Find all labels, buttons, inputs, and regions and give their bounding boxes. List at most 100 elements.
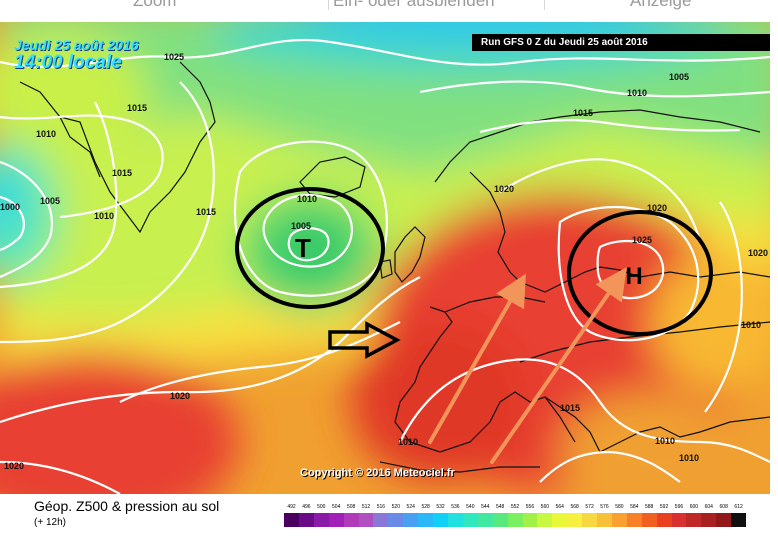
isobar-label: 1010 xyxy=(655,436,676,446)
flow-arrows xyxy=(428,267,627,464)
scale-label: 528 xyxy=(421,504,430,510)
color-swatch xyxy=(582,513,598,527)
color-swatch xyxy=(671,513,687,527)
isobar-label: 1020 xyxy=(4,461,25,471)
high-pressure-symbol: H xyxy=(625,263,642,290)
scale-label: 544 xyxy=(481,504,490,510)
color-swatch xyxy=(701,513,717,527)
scale-label: 516 xyxy=(376,504,386,510)
isobar-label: 1010 xyxy=(679,453,700,463)
legend-panel: Géop. Z500 & pression au sol (+ 12h) 492… xyxy=(0,494,778,539)
scale-label: 556 xyxy=(525,504,535,510)
color-swatch xyxy=(656,513,672,527)
scale-label: 520 xyxy=(391,504,400,510)
scale-label: 564 xyxy=(555,504,564,510)
color-swatch xyxy=(403,513,419,527)
color-swatch xyxy=(507,513,523,527)
scale-label: 532 xyxy=(436,504,445,510)
isobar-label: 1020 xyxy=(170,391,191,401)
scale-label: 600 xyxy=(689,504,699,510)
isobar-label: 1010 xyxy=(741,320,762,330)
toolbar-separator xyxy=(328,0,329,10)
zoom-button[interactable]: Zoom xyxy=(133,0,177,10)
weather-map: T H Jeudi 25 août 2016 14:00 locale Run … xyxy=(0,22,770,494)
color-swatch xyxy=(611,513,627,527)
wind-direction-arrow xyxy=(328,321,401,359)
scale-label: 592 xyxy=(659,504,669,510)
color-scale-labels: 492 496 500 504 508 512 516 520 524 528 532 536 540 5… xyxy=(284,504,746,512)
isobars xyxy=(0,38,770,494)
isobar-label: 1015 xyxy=(127,103,148,113)
low-pressure-circle xyxy=(235,187,385,309)
forecast-local-time: 14:00 locale xyxy=(14,52,122,73)
isobar-label: 1025 xyxy=(164,52,185,62)
scale-label: 580 xyxy=(615,504,624,510)
color-swatch xyxy=(626,513,642,527)
high-pressure-circle xyxy=(567,210,713,336)
toggle-button[interactable]: Ein- oder ausblenden xyxy=(333,0,495,10)
color-swatch xyxy=(433,513,448,527)
color-swatch xyxy=(731,513,747,527)
low-pressure-symbol: T xyxy=(295,233,311,263)
copyright-notice: Copyright © 2016 Meteociel.fr xyxy=(300,467,455,479)
isobar-label: 1020 xyxy=(494,184,515,194)
color-swatch xyxy=(284,513,299,527)
isobar-label: 1015 xyxy=(112,168,133,178)
isobar-label: 1015 xyxy=(560,403,581,413)
color-swatch xyxy=(358,513,374,527)
scale-label: 492 xyxy=(287,504,296,510)
color-swatch xyxy=(373,513,389,527)
forecast-time-label: Jeudi 25 août 2016 14:00 locale xyxy=(14,38,139,73)
isobar-label: 1010 xyxy=(297,194,318,204)
scale-label: 524 xyxy=(406,504,415,510)
color-swatch xyxy=(447,513,463,527)
isobar-label: 1010 xyxy=(627,88,648,98)
isobar-label: 1010 xyxy=(398,437,419,447)
scale-label: 584 xyxy=(630,504,639,510)
isobar-label: 1015 xyxy=(573,108,594,118)
scale-label: 500 xyxy=(317,504,326,510)
color-swatch xyxy=(477,513,493,527)
color-swatch xyxy=(597,513,612,527)
color-swatch xyxy=(298,513,314,527)
isobar-label: 1005 xyxy=(291,221,312,231)
color-swatch xyxy=(716,513,732,527)
isobar-label: 1005 xyxy=(669,72,690,82)
scale-label: 512 xyxy=(361,504,371,510)
model-run-banner: Run GFS 0 Z du Jeudi 25 août 2016 xyxy=(472,34,770,51)
scale-label: 608 xyxy=(719,504,728,510)
toolbar-separator xyxy=(544,0,545,10)
color-swatch xyxy=(686,513,702,527)
legend-title: Géop. Z500 & pression au sol xyxy=(34,498,220,514)
isobar-label: 1005 xyxy=(40,196,61,206)
forecast-date: Jeudi 25 août 2016 xyxy=(14,37,139,53)
scale-label: 588 xyxy=(645,504,654,510)
display-button[interactable]: Anzeige xyxy=(630,0,692,10)
browser-toolbar: Zoom Ein- oder ausblenden Anzeige xyxy=(0,0,778,23)
forecast-map-graphic: T H xyxy=(0,22,770,494)
color-swatch xyxy=(522,513,538,527)
scale-label: 572 xyxy=(585,504,594,510)
isobar-label: 1020 xyxy=(647,203,668,213)
scale-label: 496 xyxy=(302,504,311,510)
isobar-label: 1000 xyxy=(0,202,21,212)
scale-label: 576 xyxy=(600,504,609,510)
isobar-label: 1015 xyxy=(196,207,217,217)
color-swatch xyxy=(328,513,344,527)
legend-subtitle: (+ 12h) xyxy=(34,517,66,528)
scale-label: 612 xyxy=(734,504,743,510)
scale-label: 504 xyxy=(332,504,341,510)
color-swatch xyxy=(418,513,434,527)
isobar-label: 1020 xyxy=(748,248,769,258)
scale-label: 552 xyxy=(510,504,520,510)
isobar-label: 1010 xyxy=(36,129,57,139)
color-swatch xyxy=(641,513,657,527)
color-scale-bar xyxy=(284,513,747,527)
scale-label: 540 xyxy=(466,504,475,510)
geopotential-color-field xyxy=(0,22,770,494)
scale-label: 536 xyxy=(451,504,460,510)
map-border xyxy=(770,22,778,494)
scale-label: 568 xyxy=(570,504,579,510)
color-swatch xyxy=(552,513,568,527)
scale-label: 560 xyxy=(540,504,550,510)
